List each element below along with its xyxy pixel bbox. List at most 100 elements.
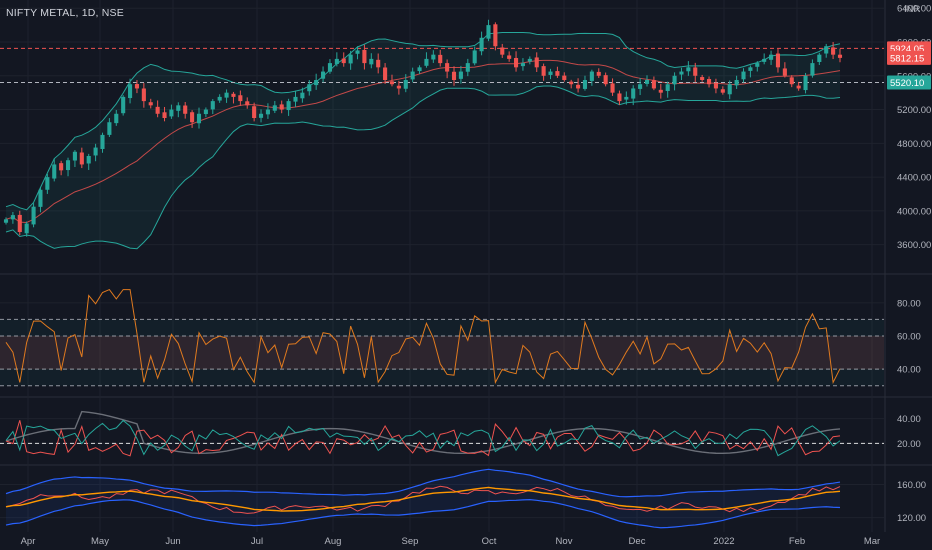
- candle-body: [169, 109, 174, 117]
- candle-body: [238, 95, 243, 102]
- candle-body: [321, 71, 326, 79]
- rsi-inner-band: [0, 336, 884, 370]
- candle-body: [231, 93, 236, 97]
- candle-body: [403, 80, 408, 89]
- candle-body: [762, 58, 767, 62]
- x-tick-label: May: [91, 536, 109, 547]
- candle-body: [520, 63, 525, 67]
- x-tick-label: Nov: [556, 536, 573, 547]
- dmi-panel[interactable]: [0, 410, 884, 457]
- candle-body: [789, 77, 794, 85]
- candle-body: [38, 189, 43, 207]
- chart-title: NIFTY METAL, 1D, NSE: [6, 7, 124, 19]
- candle-body: [603, 75, 608, 85]
- ma-panel[interactable]: [5, 468, 841, 529]
- candle-body: [472, 50, 477, 64]
- slow-ma-line: [5, 486, 841, 512]
- rsi-panel[interactable]: [0, 288, 884, 387]
- candle-body: [617, 93, 622, 102]
- rsi-y-tick-label: 60.00: [897, 332, 921, 343]
- candle-body: [128, 84, 133, 99]
- candle-body: [183, 105, 188, 114]
- candle-body: [383, 67, 388, 80]
- candle-body: [348, 54, 353, 64]
- candle-body: [293, 96, 298, 102]
- candle-body: [86, 156, 91, 164]
- price-tag-label: 5520.10: [890, 78, 924, 89]
- price-tag: 5812.15: [887, 50, 931, 65]
- candle-body: [741, 71, 746, 80]
- price-y-tick-label: 6400.00: [897, 4, 931, 15]
- candle-body: [817, 54, 822, 62]
- candle-body: [651, 80, 656, 89]
- candle-body: [769, 54, 774, 60]
- candle-body: [713, 82, 718, 89]
- candle-body: [451, 71, 457, 80]
- candle-body: [589, 71, 594, 81]
- candle-body: [334, 58, 339, 65]
- candle-body: [831, 47, 836, 55]
- candle-body: [686, 67, 691, 72]
- candle-body: [624, 96, 629, 100]
- candle-body: [141, 88, 146, 102]
- candle-body: [610, 83, 615, 93]
- candle-body: [465, 63, 470, 72]
- candle-body: [410, 71, 415, 80]
- channel-fill: [6, 469, 840, 528]
- candle-body: [79, 152, 84, 165]
- candle-body: [775, 53, 781, 68]
- ma-y-tick-label: 160.00: [897, 480, 926, 491]
- x-tick-label: Mar: [864, 536, 880, 547]
- candle-body: [307, 84, 312, 92]
- candle-body: [93, 147, 98, 156]
- candle-body: [121, 96, 126, 114]
- currency-label: INR: [904, 4, 921, 15]
- candle-body: [114, 113, 119, 124]
- candle-body: [265, 109, 270, 115]
- candle-body: [72, 151, 77, 161]
- x-axis[interactable]: Apr May Jun Jul Aug Sep Oct Nov Dec 2022 Feb Mar: [21, 536, 881, 547]
- candle-body: [803, 75, 808, 91]
- x-tick-label: Dec: [629, 536, 646, 547]
- candle-body: [569, 81, 574, 85]
- candle-body: [148, 102, 153, 106]
- rsi-y-tick-label: 80.00: [897, 298, 921, 309]
- candle-body: [748, 67, 753, 71]
- candle-body: [534, 57, 539, 68]
- bollinger-basis-line: [5, 59, 841, 224]
- candle-body: [576, 84, 581, 89]
- candle-body: [252, 106, 257, 118]
- candle-body: [631, 88, 636, 99]
- candle-body: [500, 47, 505, 55]
- candle-body: [210, 101, 215, 110]
- candle-body: [203, 109, 208, 115]
- price-tag-bg: [887, 75, 931, 90]
- candle-body: [582, 80, 588, 89]
- candle-body: [396, 85, 401, 89]
- candle-body: [341, 58, 346, 64]
- candle-body: [100, 134, 105, 149]
- x-tick-label: Jun: [165, 536, 180, 547]
- channel-upper-line: [5, 468, 841, 498]
- panel-separators: [0, 0, 932, 532]
- candle-body: [810, 63, 815, 76]
- candle-body: [644, 80, 650, 84]
- candle-body: [155, 106, 160, 114]
- candle-body: [217, 96, 222, 101]
- candle-body: [224, 92, 229, 98]
- dmi-y-tick-label: 40.00: [897, 414, 921, 425]
- candle-body: [658, 89, 663, 93]
- candle-body: [555, 71, 560, 76]
- candle-body: [700, 77, 705, 80]
- candle-body: [52, 164, 57, 179]
- candle-body: [493, 24, 498, 47]
- candle-body: [31, 206, 36, 225]
- rsi-y-tick-label: 40.00: [897, 365, 921, 376]
- candle-body: [245, 101, 250, 106]
- price-panel[interactable]: [0, 19, 884, 250]
- dmi-y-tick-label: 20.00: [897, 439, 921, 450]
- candle-body: [734, 80, 739, 86]
- candle-body: [693, 67, 698, 76]
- candle-body: [258, 113, 264, 118]
